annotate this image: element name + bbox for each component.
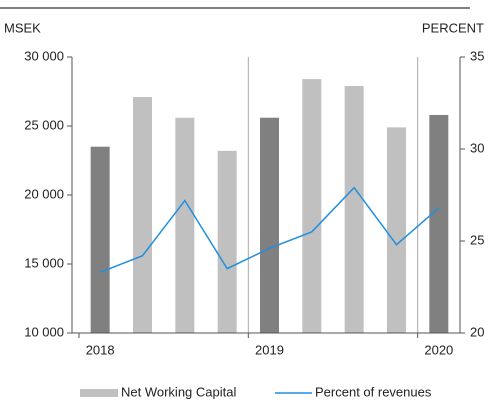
line-series xyxy=(99,186,440,273)
bar xyxy=(217,150,237,333)
y-tick-label: 20 000 xyxy=(24,186,64,201)
y-tick-label: 15 000 xyxy=(24,255,64,270)
bar xyxy=(387,127,406,333)
y2-tick-label: 20 xyxy=(470,324,484,339)
bar xyxy=(302,79,322,333)
y-tick-label: 10 000 xyxy=(24,324,64,339)
legend-swatch xyxy=(80,389,118,397)
bar xyxy=(90,146,110,333)
legend-label: Net Working Capital xyxy=(121,384,236,399)
bar xyxy=(133,97,152,334)
y-axis-label: MSEK xyxy=(4,20,41,35)
bar xyxy=(429,114,449,334)
bar xyxy=(344,85,364,333)
y2-axis-label: PERCENT xyxy=(422,20,484,35)
y-tick-label: 25 000 xyxy=(24,117,64,132)
x-tick-label: 2019 xyxy=(255,342,284,357)
legend-label: Percent of revenues xyxy=(315,384,432,399)
bar xyxy=(175,117,195,333)
y-tick-label: 30 000 xyxy=(24,48,64,63)
y2-tick-label: 35 xyxy=(470,48,484,63)
y2-tick-label: 25 xyxy=(470,232,484,247)
x-tick-label: 2018 xyxy=(86,342,115,357)
bar xyxy=(260,117,279,333)
y2-tick-label: 30 xyxy=(470,140,484,155)
x-tick-label: 2020 xyxy=(424,342,453,357)
